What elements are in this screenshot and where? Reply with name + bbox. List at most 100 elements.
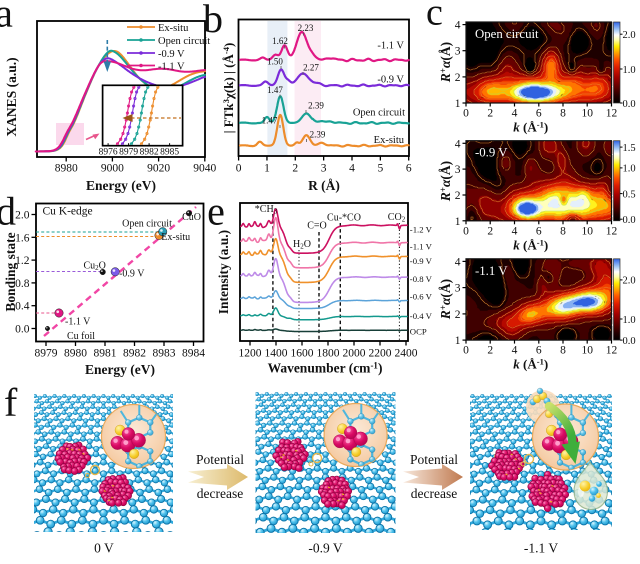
svg-text:2: 2 xyxy=(487,226,493,238)
svg-text:8976: 8976 xyxy=(99,148,118,158)
svg-text:R+α(Å): R+α(Å) xyxy=(438,279,453,320)
svg-text:4: 4 xyxy=(512,226,518,238)
svg-text:b: b xyxy=(203,0,223,41)
svg-text:R (Å): R (Å) xyxy=(308,178,340,193)
svg-text:Energy (eV): Energy (eV) xyxy=(85,362,155,377)
svg-text:Cu foil: Cu foil xyxy=(67,331,95,342)
svg-text:8: 8 xyxy=(560,108,566,120)
svg-text:6: 6 xyxy=(406,163,412,175)
svg-text:1.47: 1.47 xyxy=(262,116,278,126)
svg-text:-0.9 V: -0.9 V xyxy=(158,49,185,60)
svg-text:0.8: 0.8 xyxy=(15,278,30,290)
svg-text:6: 6 xyxy=(536,345,542,357)
svg-text:-0.9 V: -0.9 V xyxy=(377,75,404,86)
svg-text:Cu K-edge: Cu K-edge xyxy=(43,206,93,218)
svg-text:8980: 8980 xyxy=(55,163,78,175)
svg-text:6: 6 xyxy=(536,226,542,238)
svg-text:Energy (eV): Energy (eV) xyxy=(86,178,156,193)
svg-text:Open circuit: Open circuit xyxy=(158,36,210,47)
svg-text:0: 0 xyxy=(463,108,469,120)
svg-text:decrease: decrease xyxy=(411,486,457,501)
svg-text:2.0: 2.0 xyxy=(15,210,30,222)
svg-text:Cu-*CO: Cu-*CO xyxy=(327,212,361,223)
svg-text:10: 10 xyxy=(582,345,594,357)
svg-text:3: 3 xyxy=(455,164,461,176)
svg-text:k (Å-1): k (Å-1) xyxy=(513,357,548,372)
svg-text:-0.9 V: -0.9 V xyxy=(308,541,343,556)
svg-text:12: 12 xyxy=(606,345,618,357)
svg-text:10: 10 xyxy=(582,226,594,238)
svg-text:-0.8 V: -0.8 V xyxy=(410,274,433,284)
svg-text:2: 2 xyxy=(487,345,493,357)
svg-text:OCP: OCP xyxy=(410,326,427,336)
svg-text:2000: 2000 xyxy=(343,348,366,360)
svg-text:8982: 8982 xyxy=(140,148,159,158)
svg-text:2.0: 2.0 xyxy=(623,276,636,287)
svg-text:0: 0 xyxy=(463,226,469,238)
svg-text:-1.1 V: -1.1 V xyxy=(158,62,185,73)
svg-text:0.4: 0.4 xyxy=(15,301,30,313)
svg-text:C=O: C=O xyxy=(307,221,327,232)
svg-text:Intensity (a.u.): Intensity (a.u.) xyxy=(216,230,231,314)
svg-text:4: 4 xyxy=(512,108,518,120)
svg-text:1: 1 xyxy=(455,216,461,228)
svg-text:8982: 8982 xyxy=(123,348,146,360)
svg-text:1.5: 1.5 xyxy=(623,143,636,154)
svg-text:e: e xyxy=(207,189,225,234)
svg-text:12: 12 xyxy=(606,108,618,120)
svg-text:Cu2O: Cu2O xyxy=(84,261,106,273)
svg-text:-0.4 V: -0.4 V xyxy=(410,311,433,321)
svg-text:decrease: decrease xyxy=(197,486,243,501)
svg-text:4: 4 xyxy=(455,20,461,32)
svg-text:Bonding state: Bonding state xyxy=(3,232,18,311)
svg-text:Open circuit: Open circuit xyxy=(353,108,405,119)
svg-text:2.39: 2.39 xyxy=(310,130,326,140)
svg-text:k (Å-1): k (Å-1) xyxy=(513,238,548,253)
svg-text:2.39: 2.39 xyxy=(308,101,324,111)
svg-text:8983: 8983 xyxy=(153,348,176,360)
svg-text:-0.9 V: -0.9 V xyxy=(410,256,433,266)
svg-text:0 V: 0 V xyxy=(94,541,114,556)
svg-text:8984: 8984 xyxy=(182,348,205,360)
svg-text:8985: 8985 xyxy=(160,148,179,158)
svg-text:Wavenumber (cm-1): Wavenumber (cm-1) xyxy=(268,361,383,376)
svg-text:2: 2 xyxy=(487,108,493,120)
svg-text:c: c xyxy=(426,0,443,34)
svg-text:Open circuit: Open circuit xyxy=(475,27,539,41)
svg-text:8979: 8979 xyxy=(119,148,138,158)
svg-text:1.2: 1.2 xyxy=(15,255,30,267)
svg-text:2.0: 2.0 xyxy=(623,30,636,41)
svg-text:2: 2 xyxy=(455,72,461,84)
svg-text:a: a xyxy=(0,0,13,36)
svg-text:2200: 2200 xyxy=(369,348,392,360)
svg-text:4: 4 xyxy=(349,163,355,175)
svg-text:Potential: Potential xyxy=(196,452,244,467)
svg-text:R+α(Å): R+α(Å) xyxy=(438,161,453,202)
svg-text:0.0: 0.0 xyxy=(15,324,30,336)
svg-text:-1.2 V: -1.2 V xyxy=(410,225,433,235)
svg-text:0.0: 0.0 xyxy=(623,99,636,110)
svg-text:H2O: H2O xyxy=(293,239,311,251)
svg-text:0.0: 0.0 xyxy=(623,336,636,347)
svg-text:1.50: 1.50 xyxy=(267,57,283,67)
svg-text:Ex-situ: Ex-situ xyxy=(158,23,189,34)
svg-text:d: d xyxy=(0,189,16,234)
svg-text:8: 8 xyxy=(560,345,566,357)
svg-text:1400: 1400 xyxy=(265,348,288,360)
svg-text:10: 10 xyxy=(582,108,594,120)
svg-text:1.6: 1.6 xyxy=(15,232,30,244)
svg-text:0: 0 xyxy=(463,345,469,357)
svg-text:9040: 9040 xyxy=(193,163,216,175)
svg-text:1: 1 xyxy=(455,98,461,110)
svg-text:8979: 8979 xyxy=(35,348,58,360)
svg-text:2.27: 2.27 xyxy=(303,63,319,73)
svg-text:1: 1 xyxy=(455,335,461,347)
svg-text:8: 8 xyxy=(560,226,566,238)
svg-text:2.23: 2.23 xyxy=(298,23,314,33)
svg-text:1: 1 xyxy=(264,163,270,175)
svg-text:2: 2 xyxy=(455,190,461,202)
svg-text:2: 2 xyxy=(292,163,298,175)
svg-text:CuO: CuO xyxy=(182,212,201,223)
svg-text:3: 3 xyxy=(455,46,461,58)
svg-text:0: 0 xyxy=(236,163,242,175)
